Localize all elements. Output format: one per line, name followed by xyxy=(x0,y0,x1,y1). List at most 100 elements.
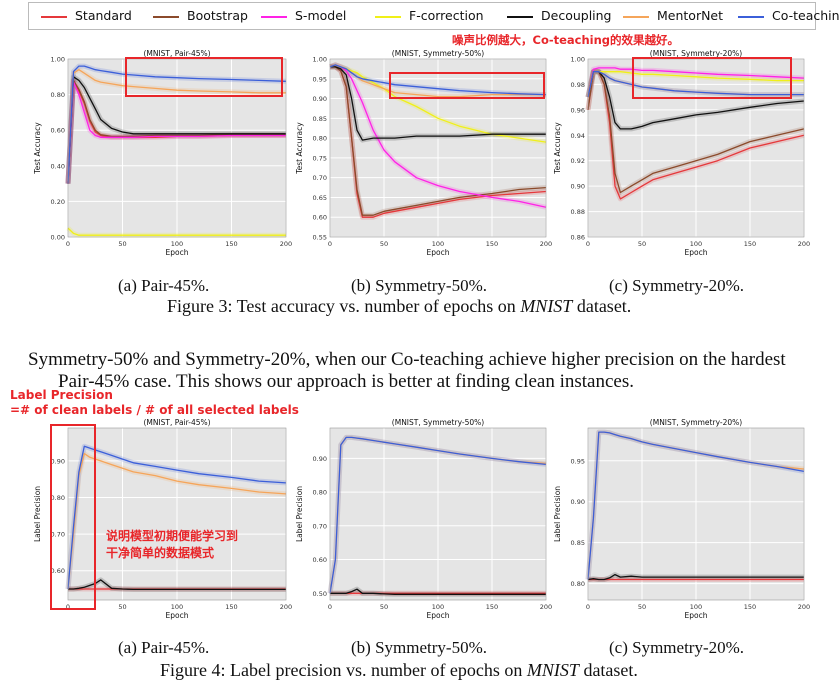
legend-entry: MentorNet xyxy=(623,8,723,23)
label-precision-formula: =# of clean labels / # of all selected l… xyxy=(10,403,299,417)
x-tick-label: 0 xyxy=(328,240,332,248)
series-line xyxy=(67,81,286,184)
y-tick-label: 0.20 xyxy=(51,198,65,206)
subcaption-3a: (a) Pair-45%. xyxy=(118,276,210,295)
x-tick-label: 100 xyxy=(432,603,444,611)
series-line xyxy=(330,66,546,141)
x-tick-label: 200 xyxy=(540,240,552,248)
x-tick-label: 150 xyxy=(486,240,498,248)
series-line xyxy=(67,227,286,236)
plot-frame xyxy=(329,427,547,601)
chart-test-accuracy-pair45: 0.00 0.20 0.40 0.60 0.80 1.00 0 50 100 150 200 (MNI… xyxy=(33,49,292,257)
legend-entry: Standard xyxy=(41,8,132,23)
x-tick-label: 50 xyxy=(118,240,126,248)
subcaption-4a: (a) Pair-45%. xyxy=(118,638,210,657)
series-line xyxy=(587,71,805,194)
x-tick-label: 150 xyxy=(744,603,756,611)
x-axis-label: Epoch xyxy=(685,611,708,620)
x-axis-label: Epoch xyxy=(427,248,450,257)
y-tick-label: 0.40 xyxy=(51,162,65,170)
y-axis-label: Label Precision xyxy=(295,486,304,542)
y-tick-label: 0.94 xyxy=(571,132,585,140)
y-tick-label: 0.60 xyxy=(51,127,65,135)
series-line xyxy=(330,66,547,216)
x-tick-label: 100 xyxy=(171,240,183,248)
x-tick-label: 200 xyxy=(280,240,292,248)
y-tick-label: 0.60 xyxy=(51,567,65,575)
y-tick-label: 0.80 xyxy=(571,580,585,588)
series-line xyxy=(587,573,804,581)
y-axis-label: Label Precision xyxy=(553,486,562,542)
x-tick-label: 0 xyxy=(66,603,70,611)
paragraph-line-2: Pair-45% case. This shows our approach i… xyxy=(58,371,634,392)
y-tick-label: 0.90 xyxy=(571,183,585,191)
chart-test-accuracy-symmetry20: 0.86 0.88 0.90 0.92 0.94 0.96 0.98 1.00 0 50 100 15… xyxy=(553,49,810,257)
legend-swatch xyxy=(507,15,533,18)
legend-entry: Decoupling xyxy=(507,8,612,23)
x-tick-label: 50 xyxy=(638,240,646,248)
y-tick-label: 0.75 xyxy=(313,154,327,162)
legend-label: Co-teaching xyxy=(772,8,839,23)
y-tick-label: 0.80 xyxy=(313,135,327,143)
y-tick-label: 0.70 xyxy=(51,531,65,539)
x-tick-label: 0 xyxy=(66,240,70,248)
x-tick-label: 50 xyxy=(638,603,646,611)
y-tick-label: 1.00 xyxy=(51,56,65,64)
x-tick-label: 100 xyxy=(171,603,183,611)
x-tick-label: 0 xyxy=(328,603,332,611)
series-line xyxy=(587,431,805,580)
y-tick-label: 0.80 xyxy=(313,489,327,497)
y-tick-label: 0.50 xyxy=(313,590,327,598)
x-tick-label: 200 xyxy=(540,603,552,611)
series-line xyxy=(587,71,805,130)
legend-label: S-model xyxy=(295,8,347,23)
series-line xyxy=(67,79,286,184)
legend-label: Bootstrap xyxy=(187,8,248,23)
legend-entry: F-correction xyxy=(375,8,484,23)
y-tick-label: 0.90 xyxy=(313,95,327,103)
chart-label-precision-symmetry50: 0.50 0.60 0.70 0.80 0.90 0 50 100 150 200 (MNIST, … xyxy=(295,418,552,620)
chart-title: (MNIST, Symmetry-20%) xyxy=(650,49,742,58)
y-tick-label: 0.65 xyxy=(313,194,327,202)
y-tick-label: 0.85 xyxy=(313,115,327,123)
y-tick-label: 0.95 xyxy=(571,457,585,465)
chart-title: (MNIST, Pair-45%) xyxy=(143,418,210,427)
y-axis-label: Label Precision xyxy=(33,486,42,542)
x-tick-label: 200 xyxy=(798,603,810,611)
x-axis-label: Epoch xyxy=(427,611,450,620)
chart-title: (MNIST, Symmetry-50%) xyxy=(392,49,484,58)
x-tick-label: 150 xyxy=(225,240,237,248)
legend-swatch xyxy=(153,15,179,18)
subcaption-3c: (c) Symmetry-20%. xyxy=(609,276,745,295)
paragraph-line-1: Symmetry-50% and Symmetry-20%, when our … xyxy=(28,349,786,370)
legend-label: Decoupling xyxy=(541,8,612,23)
x-tick-label: 100 xyxy=(690,240,702,248)
x-tick-label: 150 xyxy=(486,603,498,611)
chart-title: (MNIST, Pair-45%) xyxy=(143,49,210,58)
y-tick-label: 0.90 xyxy=(571,498,585,506)
y-tick-label: 0.55 xyxy=(313,234,327,242)
x-tick-label: 150 xyxy=(744,240,756,248)
x-tick-label: 200 xyxy=(280,603,292,611)
x-axis-label: Epoch xyxy=(166,611,189,620)
series-line xyxy=(330,588,546,595)
subcaption-4c: (c) Symmetry-20%. xyxy=(609,638,745,657)
x-tick-label: 200 xyxy=(798,240,810,248)
chart-title: (MNIST, Symmetry-50%) xyxy=(392,418,484,427)
legend-label: F-correction xyxy=(409,8,484,23)
label-precision-title: Label Precision xyxy=(10,388,113,402)
x-axis-label: Epoch xyxy=(166,248,189,257)
figure3-caption: Figure 3: Test accuracy vs. number of ep… xyxy=(167,296,632,316)
y-tick-label: 0.60 xyxy=(313,556,327,564)
chart-legend: Standard Bootstrap S-model F-correction Deco… xyxy=(28,2,839,30)
subcaption-4b: (b) Symmetry-50%. xyxy=(351,638,487,657)
series-line xyxy=(329,436,547,594)
legend-swatch xyxy=(261,15,287,18)
legend-entry: Bootstrap xyxy=(153,8,248,23)
y-tick-label: 0.98 xyxy=(571,81,585,89)
x-axis-label: Epoch xyxy=(685,248,708,257)
y-axis-label: Test Accuracy xyxy=(553,122,562,175)
series-line xyxy=(67,76,286,184)
x-tick-label: 0 xyxy=(586,240,590,248)
y-tick-label: 0.86 xyxy=(571,234,585,242)
